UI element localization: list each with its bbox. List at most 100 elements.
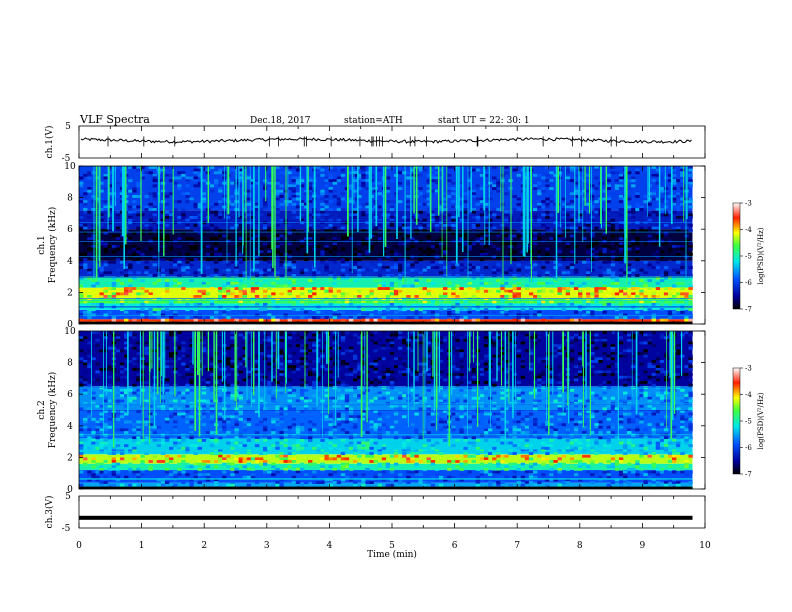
spectral-cell	[128, 166, 133, 169]
spectral-cell	[602, 173, 607, 177]
spectral-cell	[185, 245, 190, 248]
spectral-cell	[303, 237, 309, 240]
spectral-cell	[459, 181, 464, 185]
spectral-cell	[639, 341, 644, 345]
spectral-cell	[152, 263, 157, 267]
spectral-cell	[136, 313, 141, 317]
spectral-cell	[119, 281, 125, 285]
spectral-cell	[340, 370, 346, 374]
spectral-cell	[279, 252, 284, 256]
spectral-cell	[209, 399, 215, 403]
spectral-cell	[492, 187, 497, 190]
spectral-cell	[160, 200, 166, 204]
spectral-cell	[148, 365, 153, 369]
spectral-cell	[99, 281, 104, 285]
spectral-cell	[348, 237, 354, 240]
spectral-cell	[226, 287, 231, 290]
spectral-cell	[496, 255, 501, 259]
spectral-cell	[602, 370, 607, 374]
spectral-cell	[107, 287, 112, 290]
spectral-cell	[369, 399, 374, 403]
spectral-cell	[459, 263, 464, 267]
spectral-cell	[467, 391, 472, 395]
spectral-cell	[651, 344, 656, 348]
spectral-cell	[610, 263, 616, 267]
spectral-cell	[471, 276, 476, 280]
spectral-cell	[389, 287, 395, 290]
spectral-cell	[500, 210, 505, 214]
spectral-cell	[95, 310, 100, 314]
spectral-cell	[406, 234, 411, 238]
spectral-cell	[83, 231, 88, 235]
spectral-cell	[373, 362, 378, 366]
spectral-cell	[667, 179, 673, 183]
spectral-cell	[569, 279, 575, 283]
spectral-cell	[385, 255, 391, 259]
spectral-cell	[557, 173, 562, 177]
spectral-cell	[246, 250, 252, 254]
spectral-cell	[504, 367, 509, 371]
spectral-cell	[181, 349, 186, 353]
spectral-cell	[144, 223, 149, 227]
spectral-cell	[533, 313, 538, 317]
spectral-cell	[287, 292, 292, 296]
spectral-cell	[627, 187, 632, 190]
spectral-cell	[602, 187, 607, 190]
spectral-cell	[586, 310, 591, 314]
spectral-cell	[275, 318, 280, 322]
spectral-cell	[385, 367, 391, 371]
spectral-cell	[320, 310, 325, 314]
spectral-cell	[279, 234, 284, 238]
spectral-cell	[246, 176, 252, 180]
spectral-cell	[275, 192, 280, 196]
spectral-cell	[148, 218, 153, 222]
spectral-cell	[295, 287, 301, 290]
spectral-cell	[295, 179, 301, 183]
spectral-cell	[79, 313, 84, 317]
spectral-cell	[430, 295, 436, 298]
spectral-cell	[164, 250, 170, 254]
spectral-cell	[586, 287, 591, 290]
spectral-cell	[573, 192, 579, 196]
spectral-cell	[688, 229, 693, 233]
spectral-cell	[402, 284, 407, 288]
spectral-cell	[332, 239, 337, 243]
spectral-cell	[263, 331, 268, 334]
spectral-cell	[189, 258, 194, 262]
spectral-cell	[582, 313, 587, 317]
spectral-cell	[520, 360, 526, 363]
spectral-cell	[541, 176, 546, 180]
spectral-cell	[324, 168, 329, 172]
spectral-cell	[328, 176, 333, 180]
spectral-cell	[504, 357, 509, 361]
spectral-cell	[590, 184, 595, 188]
spectral-cell	[447, 187, 452, 190]
spectral-cell	[631, 242, 636, 246]
spectral-cell	[418, 192, 423, 196]
spectral-cell	[663, 336, 669, 340]
spectral-cell	[361, 242, 366, 246]
spectral-cell	[177, 200, 182, 204]
spectral-cell	[173, 176, 178, 180]
spectral-cell	[545, 166, 550, 169]
spectral-cell	[201, 200, 207, 204]
spectral-cell	[635, 287, 640, 290]
spectral-cell	[156, 297, 162, 301]
spectral-cell	[663, 354, 669, 358]
spectral-cell	[291, 179, 297, 183]
spectral-cell	[340, 226, 346, 230]
spectral-cell	[381, 357, 387, 361]
spectral-cell	[471, 295, 476, 298]
spectral-cell	[226, 237, 231, 240]
spectral-cell	[87, 341, 92, 345]
spectral-cell	[111, 297, 117, 301]
spectral-cell	[103, 213, 108, 217]
spectral-cell	[173, 181, 178, 185]
spectral-cell	[475, 239, 481, 243]
spectral-cell	[107, 316, 112, 319]
spectral-cell	[320, 218, 325, 222]
spectral-cell	[618, 237, 624, 240]
spectral-cell	[238, 274, 243, 277]
spectral-cell	[414, 281, 419, 285]
spectral-cell	[426, 367, 431, 371]
